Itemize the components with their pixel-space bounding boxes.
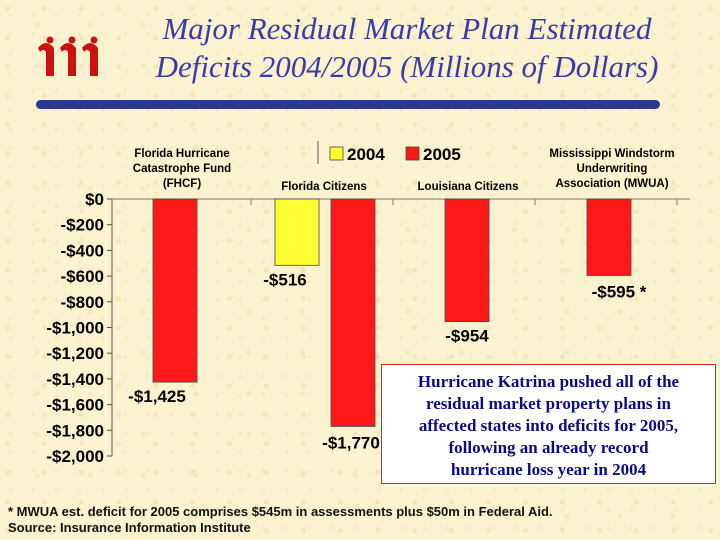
category-label: Catastrophe Fund [133, 163, 231, 175]
data-label: -$1,425 [128, 387, 186, 406]
y-tick-label: -$1,800 [46, 421, 104, 440]
y-tick-label: -$1,200 [46, 344, 104, 363]
bar [274, 198, 320, 266]
callout-line: following an already record [448, 438, 649, 457]
category-label: Louisiana Citizens [418, 181, 519, 193]
category-label: Association (MWUA) [555, 178, 668, 190]
bar [330, 198, 376, 427]
callout-line: residual market property plans in [426, 394, 671, 413]
iii-logo [38, 36, 98, 76]
legend-swatch-2004 [329, 146, 344, 161]
y-tick-label: -$1,400 [46, 370, 104, 389]
category-label: (FHCF) [163, 178, 201, 190]
y-tick-label: -$200 [61, 216, 104, 235]
bar [444, 198, 490, 322]
legend-label-2005: 2005 [423, 145, 461, 164]
data-label: -$954 [445, 327, 489, 346]
bar [152, 198, 198, 383]
bar [586, 198, 632, 276]
y-tick-label: -$800 [61, 293, 104, 312]
category-label: Florida Hurricane [134, 148, 229, 160]
category-label: Mississippi Windstorm [549, 148, 674, 160]
title-divider [36, 100, 660, 109]
footnote-mwua: * MWUA est. deficit for 2005 comprises $… [8, 504, 553, 519]
footnote: * MWUA est. deficit for 2005 comprises $… [8, 504, 708, 536]
legend-swatch-2005 [405, 146, 420, 161]
footnote-source: Source: Insurance Information Institute [8, 520, 251, 535]
y-tick-label: $0 [85, 190, 104, 209]
y-tick-label: -$2,000 [46, 447, 104, 466]
katrina-callout: Hurricane Katrina pushed all of the resi… [381, 364, 716, 484]
page-title: Major Residual Market Plan Estimated Def… [155, 11, 659, 84]
legend-label-2004: 2004 [347, 145, 385, 164]
callout-line: Hurricane Katrina pushed all of the [417, 372, 680, 391]
category-label: Florida Citizens [281, 181, 367, 193]
callout-line: hurricane loss year in 2004 [450, 460, 647, 479]
callout-line: affected states into deficits for 2005, [418, 416, 679, 435]
data-label: -$1,770 [322, 433, 380, 452]
y-tick-label: -$1,000 [46, 319, 104, 338]
y-tick-label: -$1,600 [46, 396, 104, 415]
y-tick-label: -$400 [61, 241, 104, 260]
y-tick-label: -$600 [61, 267, 104, 286]
category-label: Underwriting [577, 163, 648, 175]
data-label: -$595 * [592, 282, 647, 301]
data-label: -$516 [263, 270, 306, 289]
